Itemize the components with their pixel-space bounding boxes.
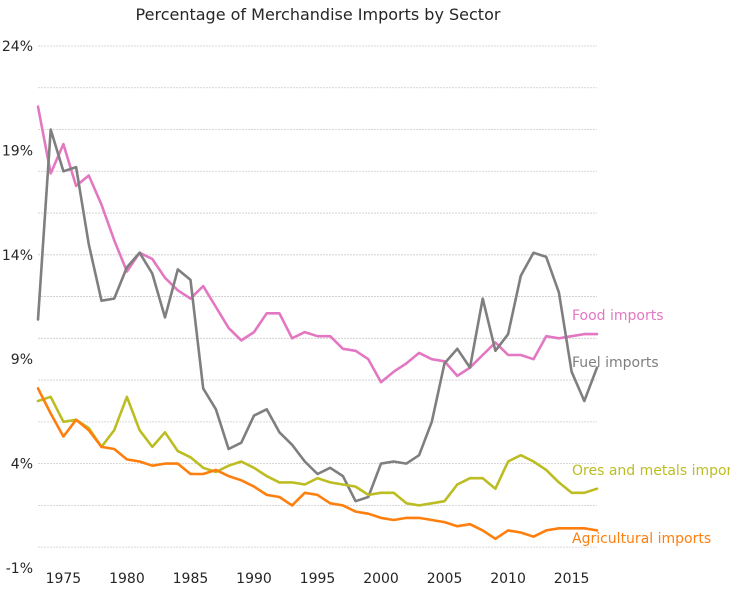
series-label-agricultural-imports: Agricultural imports xyxy=(572,531,711,547)
x-tick-label: 1980 xyxy=(109,571,145,587)
series-line-ores-and-metals-imports xyxy=(36,395,599,507)
series-label-food-imports: Food imports xyxy=(572,308,664,324)
series-line-agricultural-imports xyxy=(36,387,599,541)
y-axis: -1% 4% 9% 14% 19% 24% xyxy=(2,39,33,577)
y-tick-label: 9% xyxy=(11,352,33,368)
x-tick-label: 2000 xyxy=(363,571,399,587)
x-tick-label: 2010 xyxy=(490,571,526,587)
series-line-food-imports xyxy=(36,105,599,384)
x-tick-label: 1975 xyxy=(46,571,82,587)
grid xyxy=(38,45,597,548)
x-tick-label: 1990 xyxy=(236,571,272,587)
series-labels: Food imports Fuel imports Ores and metals … xyxy=(572,308,730,547)
x-tick-label: 2015 xyxy=(554,571,590,587)
y-tick-label: 4% xyxy=(11,457,33,473)
series-label-fuel-imports: Fuel imports xyxy=(572,355,659,371)
y-tick-label: 24% xyxy=(2,39,33,55)
series-group xyxy=(36,105,599,541)
x-tick-label: 1985 xyxy=(173,571,209,587)
x-tick-label: 1995 xyxy=(300,571,336,587)
x-tick-label: 2005 xyxy=(427,571,463,587)
y-tick-label: 19% xyxy=(2,143,33,159)
series-label-ores-and-metals-imports: Ores and metals imports xyxy=(572,463,730,479)
series-line-fuel-imports xyxy=(36,128,599,503)
x-axis: 1975 1980 1985 1990 1995 2000 2005 2010 2015 xyxy=(46,571,590,587)
chart-title: Percentage of Merchandise Imports by Sec… xyxy=(136,5,501,24)
y-tick-label: 14% xyxy=(2,248,33,264)
y-tick-label: -1% xyxy=(6,561,33,577)
